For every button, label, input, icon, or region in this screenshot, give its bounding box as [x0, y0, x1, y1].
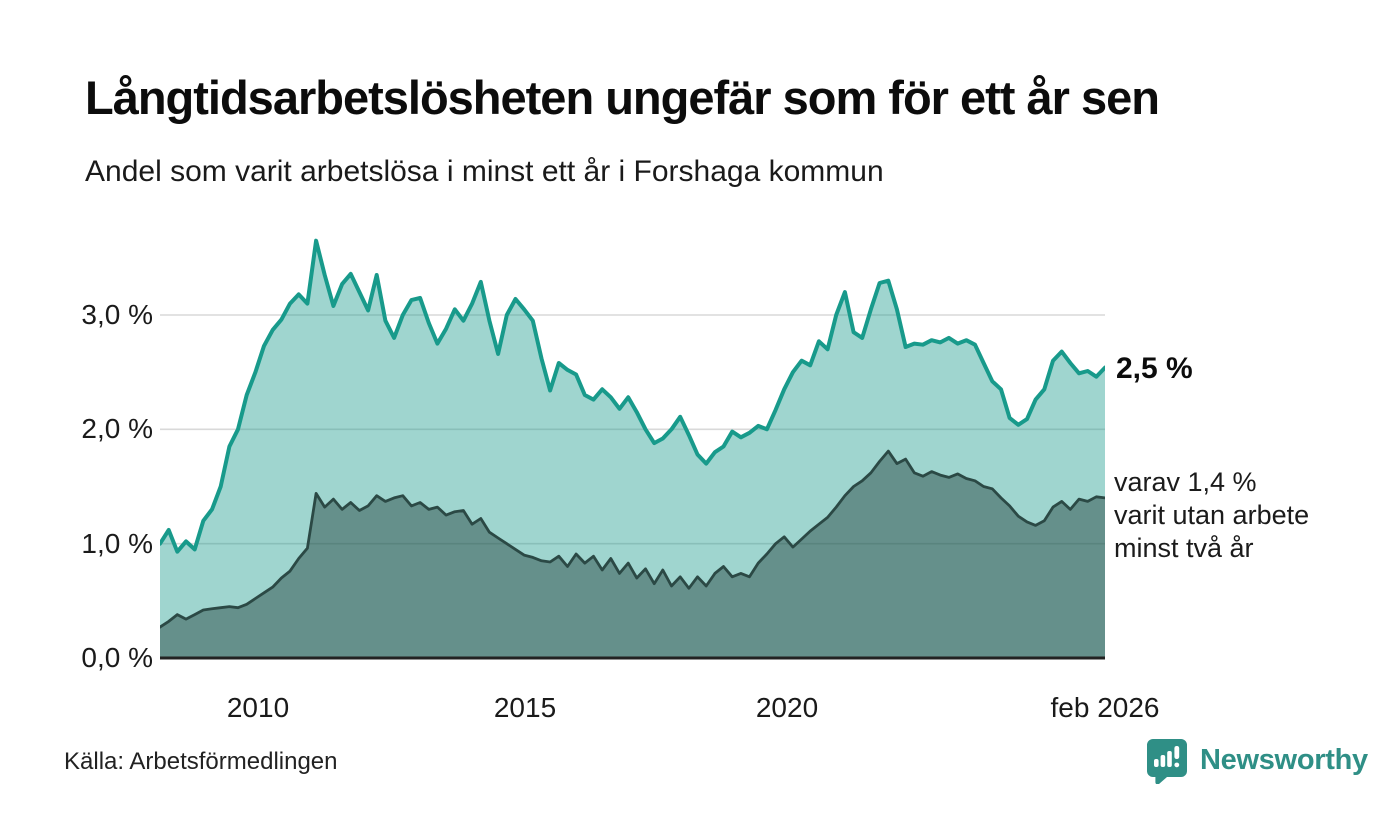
area-chart	[160, 238, 1105, 660]
page-subtitle: Andel som varit arbetslösa i minst ett å…	[85, 155, 884, 188]
y-tick-label-1: 1,0 %	[81, 528, 153, 559]
area-minst-tva-ar	[160, 451, 1105, 658]
series-two-year-annotation: varav 1,4 % varit utan arbete minst två …	[1114, 466, 1309, 565]
series-end-value-label: 2,5 %	[1116, 352, 1193, 385]
bar-chart-glyph	[1154, 746, 1180, 768]
y-tick-label-3: 3,0 %	[81, 299, 153, 330]
brand-name: Newsworthy	[1200, 744, 1368, 776]
annotation-line-1: varav 1,4 %	[1114, 467, 1257, 497]
line-minst-tva-ar	[160, 449, 1105, 629]
brand-logo: Newsworthy	[1146, 738, 1368, 784]
x-tick-label-2010: 2010	[226, 692, 290, 723]
annotation-line-3: minst två år	[1114, 533, 1254, 563]
exclamation-bar	[1174, 746, 1180, 759]
y-tick-label-2: 2,0 %	[81, 413, 153, 444]
line-minst-ett-ar	[160, 238, 1105, 554]
annotation-line-2: varit utan arbete	[1114, 500, 1310, 530]
area-minst-ett-ar	[160, 240, 1105, 658]
gridlines	[160, 314, 1105, 545]
exclamation-dot	[1174, 762, 1180, 768]
newsworthy-icon	[1147, 739, 1187, 784]
source-caption: Källa: Arbetsförmedlingen	[64, 748, 338, 775]
page-title: Långtidsarbetslösheten ungefär som för e…	[85, 71, 1160, 124]
y-tick-label-0: 0,0 %	[81, 642, 153, 673]
x-tick-label-2020: 2020	[755, 692, 819, 723]
x-tick-label-2015: 2015	[493, 692, 557, 723]
x-tick-label-feb-2026: feb 2026	[1050, 692, 1160, 723]
